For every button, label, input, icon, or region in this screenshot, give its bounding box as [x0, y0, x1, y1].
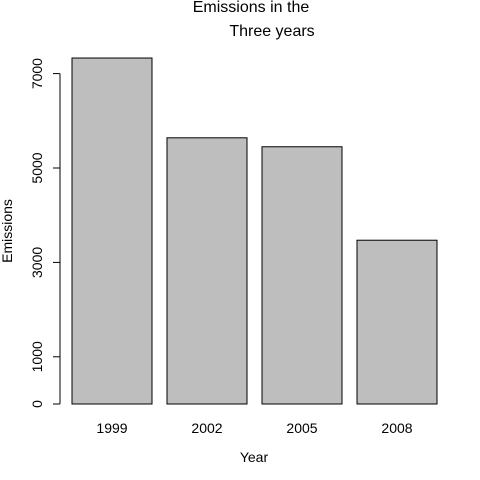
bar-2005 [261, 146, 343, 405]
y-tick-label-3000: 3000 [29, 247, 45, 278]
x-tick-label-2008: 2008 [381, 420, 412, 436]
y-axis-label: Emissions [0, 199, 15, 263]
bar-1999 [71, 57, 153, 405]
chart-title-line-2: Three years [229, 23, 314, 40]
y-tick-label-0: 0 [29, 400, 45, 408]
x-tick-label-1999: 1999 [96, 420, 127, 436]
x-axis-label: Year [240, 449, 269, 465]
y-axis: 0 1000 3000 5000 7000 [29, 58, 61, 408]
x-tick-label-2002: 2002 [191, 420, 222, 436]
bars-group [71, 57, 438, 405]
y-tick-label-5000: 5000 [29, 152, 45, 183]
y-tick-label-7000: 7000 [29, 58, 45, 89]
chart-title-line-1: Emissions in the [193, 0, 310, 16]
bar-2002 [166, 137, 248, 405]
bar-2008 [356, 239, 438, 405]
x-tick-labels: 1999 2002 2005 2008 [96, 420, 412, 436]
y-tick-label-1000: 1000 [29, 341, 45, 372]
x-tick-label-2005: 2005 [286, 420, 317, 436]
